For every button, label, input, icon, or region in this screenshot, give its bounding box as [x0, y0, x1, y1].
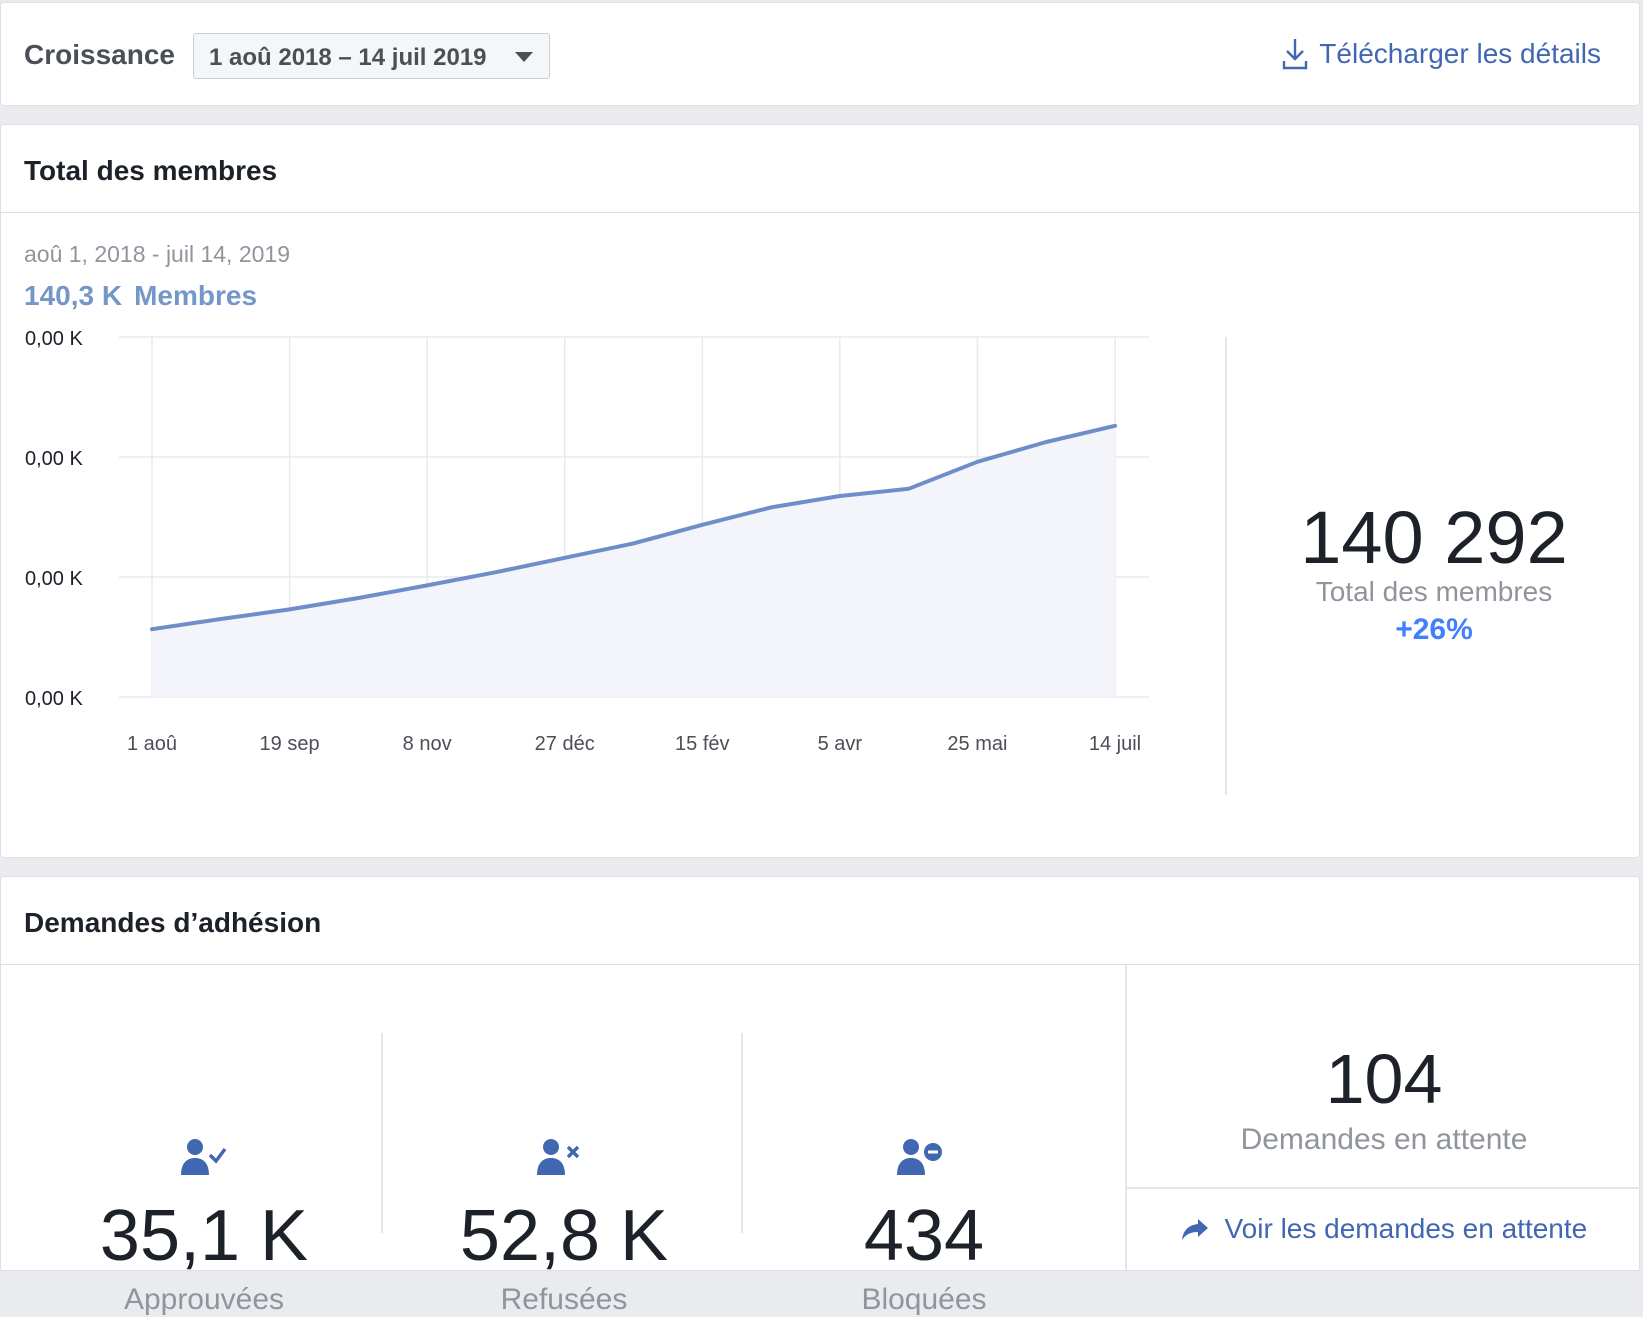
user-blocked-icon: [897, 1139, 942, 1175]
view-pending-label: Voir les demandes en attente: [1224, 1213, 1588, 1244]
x-tick-label: 14 juil: [1089, 733, 1141, 755]
download-icon: [1283, 39, 1308, 70]
section-title: Total des membres: [24, 155, 278, 186]
pending-value: 104: [1325, 1040, 1443, 1118]
view-pending-requests-link[interactable]: Voir les demandes en attente: [1127, 1213, 1641, 1245]
divider: [741, 1033, 743, 1233]
total-members-label: Total des membres: [1315, 576, 1553, 607]
y-tick-label: 0,00 K: [25, 568, 83, 590]
members-chart: 0,00 K 0,00 K 0,00 K 0,00 K 1 aoû 19 sep 8 nov…: [25, 328, 1149, 755]
refused-value: 52,8 K: [459, 1196, 669, 1276]
page-title: Croissance: [24, 39, 175, 70]
section-title: Demandes d’adhésion: [24, 907, 322, 938]
refused-label: Refusées: [500, 1283, 628, 1316]
summary-unit: Membres: [134, 280, 258, 311]
card-header: Demandes d’adhésion: [1, 877, 1639, 965]
blocked-value: 434: [863, 1196, 985, 1276]
pending-label: Demandes en attente: [1240, 1123, 1528, 1156]
download-label: Télécharger les détails: [1319, 38, 1601, 69]
share-arrow-icon: [1181, 1219, 1208, 1240]
card-header: Total des membres: [1, 125, 1639, 213]
y-tick-label: 0,00 K: [25, 688, 83, 710]
x-tick-label: 1 aoû: [127, 733, 177, 755]
members-summary: 140,3 K Membres: [24, 280, 257, 312]
user-x-icon: [537, 1139, 580, 1175]
y-tick-label: 0,00 K: [25, 448, 83, 470]
x-tick-label: 25 mai: [947, 733, 1007, 755]
total-members-value: 140 292: [1300, 496, 1568, 579]
date-range-label: 1 aoû 2018 – 14 juil 2019: [209, 44, 487, 71]
members-line: [150, 423, 1117, 632]
summary-value: 140,3 K: [24, 280, 123, 311]
divider: [1225, 337, 1227, 795]
x-tick-label: 27 déc: [535, 733, 595, 755]
x-tick-label: 19 sep: [260, 733, 320, 755]
user-check-icon: [181, 1139, 227, 1175]
x-tick-label: 15 fév: [675, 733, 729, 755]
approved-value: 35,1 K: [99, 1196, 309, 1276]
y-tick-label: 0,00 K: [25, 328, 83, 350]
pending-requests-panel: 104 Demandes en attente Voir les demande…: [1125, 965, 1641, 1272]
growth-header: Croissance 1 aoû 2018 – 14 juil 2019 Tél…: [0, 2, 1640, 106]
date-range-dropdown[interactable]: 1 aoû 2018 – 14 juil 2019: [193, 33, 550, 79]
membership-requests-card: Demandes d’adhésion 35,1 K Approuvées 52…: [0, 876, 1641, 1316]
download-details-link[interactable]: Télécharger les détails: [1281, 37, 1601, 71]
chart-date-range: aoû 1, 2018 - juil 14, 2019: [24, 241, 290, 267]
total-members-card: Total des membres aoû 1, 2018 - juil 14,…: [0, 124, 1640, 858]
approved-label: Approuvées: [123, 1283, 285, 1316]
divider: [381, 1033, 383, 1233]
divider: [1127, 1187, 1641, 1189]
x-tick-label: 8 nov: [403, 733, 452, 755]
caret-down-icon: [515, 52, 533, 62]
blocked-label: Bloquées: [861, 1283, 987, 1316]
x-tick-label: 5 avr: [818, 733, 863, 755]
growth-percentage: +26%: [1395, 613, 1473, 646]
